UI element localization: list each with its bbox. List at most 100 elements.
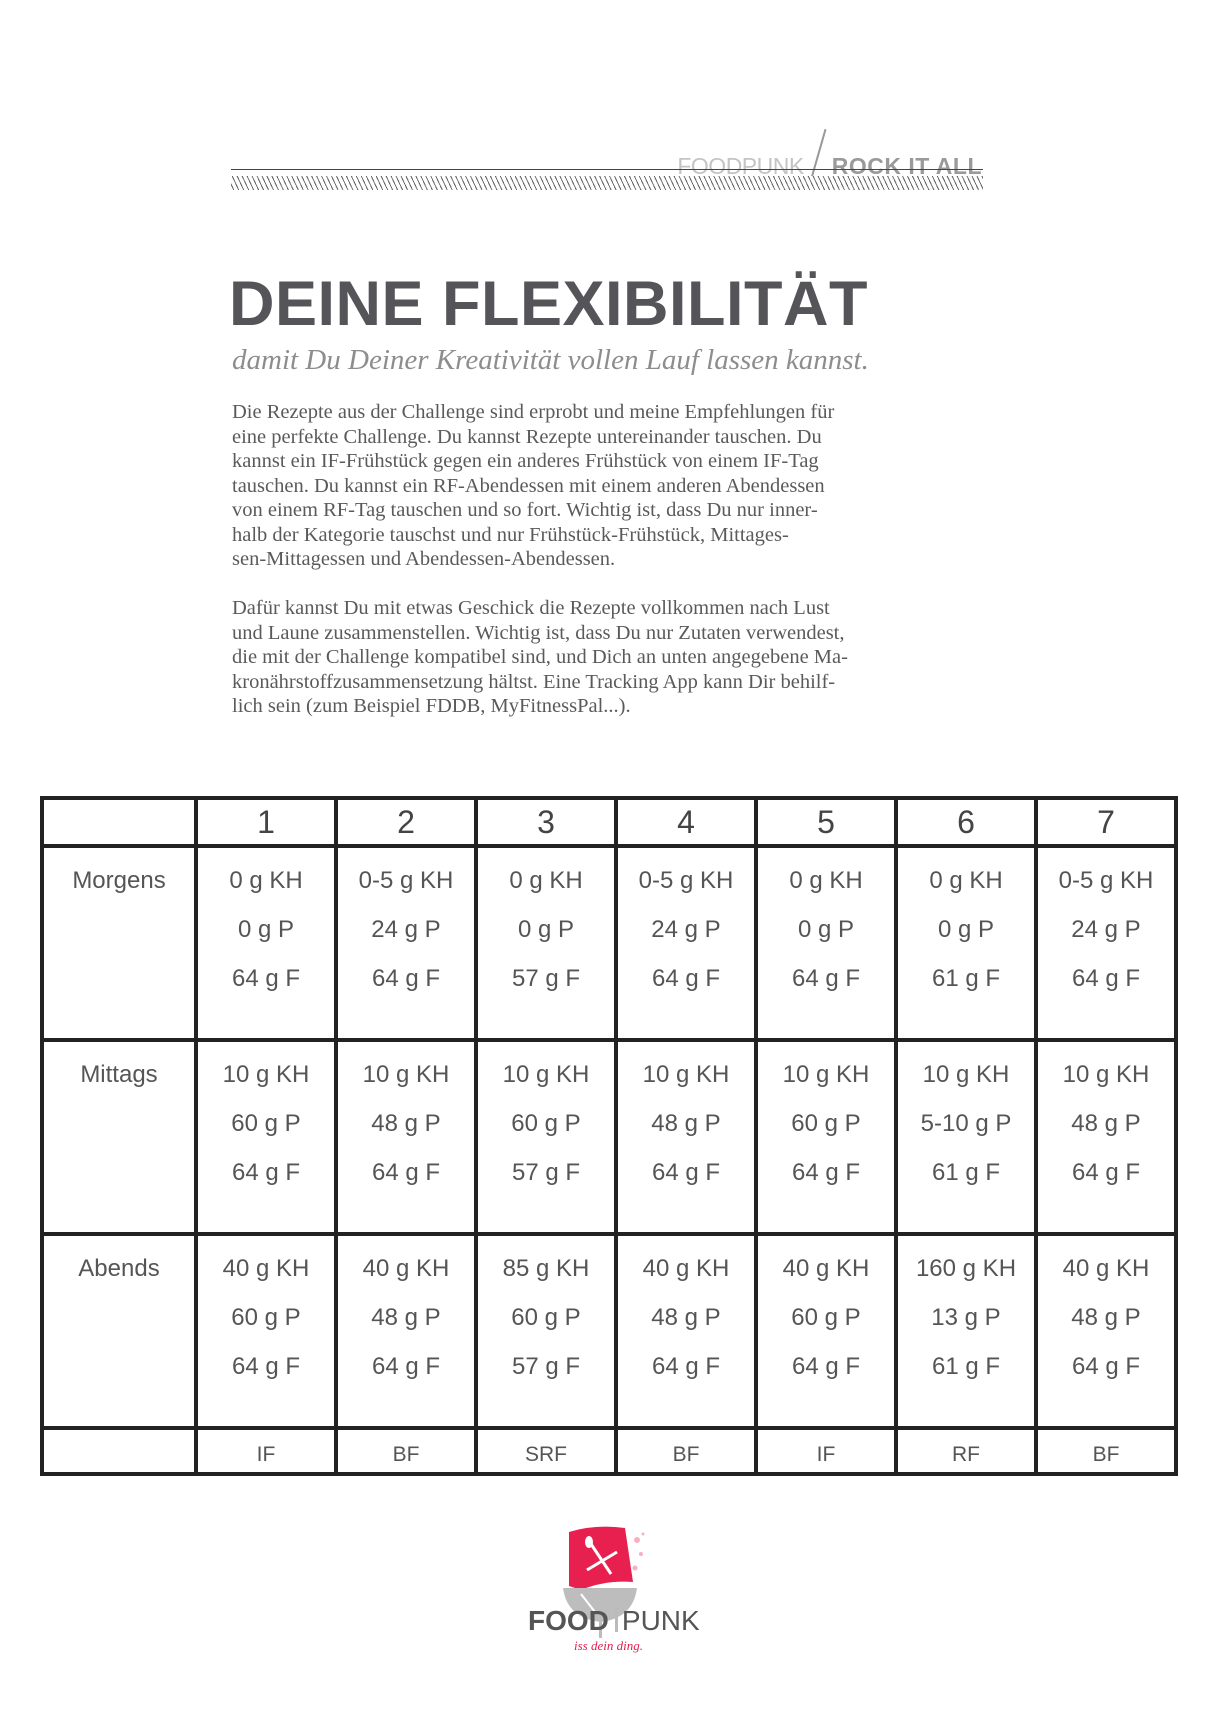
text-line: lich sein (zum Beispiel FDDB, MyFitnessP… xyxy=(232,695,631,717)
text-line: von einem RF-Tag tauschen und so fort. W… xyxy=(232,499,818,521)
macro-value: 48 g P xyxy=(1071,1110,1141,1137)
macro-cell: 10 g KH 48 g P 64 g F xyxy=(334,1038,478,1236)
day-header: 7 xyxy=(1034,796,1178,848)
macro-value: 60 g P xyxy=(231,1110,301,1137)
day-type: SRF xyxy=(474,1426,618,1476)
text-line: halb der Kategorie tauschst und nur Früh… xyxy=(232,523,789,546)
text-line: eine perfekte Challenge. Du kannst Rezep… xyxy=(232,425,822,448)
logo-slogan: iss dein ding. xyxy=(574,1638,643,1653)
macro-cell: 0 g KH 0 g P 61 g F xyxy=(894,844,1038,1042)
macro-cell: 10 g KH 5-10 g P 61 g F xyxy=(894,1038,1038,1236)
macro-value: 10 g KH xyxy=(222,1061,310,1088)
text-line: kannst ein IF-Frühstück gegen ein andere… xyxy=(232,450,819,472)
macro-value: 24 g P xyxy=(1071,916,1141,943)
header-tagline: ROCK IT ALL xyxy=(831,153,982,179)
macro-value: 64 g F xyxy=(1071,965,1141,992)
table-row: Abends 40 g KH 60 g P 64 g F 40 g KH 48 g P 64… xyxy=(40,1232,1178,1430)
meal-label-text: Mittags xyxy=(80,1061,158,1088)
day-header: 3 xyxy=(474,796,618,848)
macro-value: 60 g P xyxy=(791,1304,861,1331)
macro-cell: 160 g KH 13 g P 61 g F xyxy=(894,1232,1038,1430)
day-header: 6 xyxy=(894,796,1038,848)
macro-value: 0 g P xyxy=(797,916,855,943)
macro-value: 40 g KH xyxy=(782,1255,870,1282)
macro-value: 0 g KH xyxy=(789,867,863,894)
macro-value: 61 g F xyxy=(931,1353,1001,1380)
macro-cell: 85 g KH 60 g P 57 g F xyxy=(474,1232,618,1430)
macro-value: 10 g KH xyxy=(782,1061,870,1088)
header-rule xyxy=(231,169,983,170)
day-type: IF xyxy=(194,1426,338,1476)
table-type-row: IF BF SRF BF IF RF BF xyxy=(40,1426,1178,1476)
macro-value: 64 g F xyxy=(1071,1353,1141,1380)
paragraph-2: Dafür kannst Du mit etwas Geschick die R… xyxy=(232,596,992,719)
macro-cell: 0 g KH 0 g P 64 g F xyxy=(754,844,898,1042)
macro-value: 40 g KH xyxy=(1062,1255,1150,1282)
macro-value: 0-5 g KH xyxy=(638,867,734,894)
macro-cell: 40 g KH 60 g P 64 g F xyxy=(194,1232,338,1430)
macro-value: 64 g F xyxy=(651,1159,721,1186)
macro-value: 64 g F xyxy=(1071,1159,1141,1186)
macro-cell: 0-5 g KH 24 g P 64 g F xyxy=(614,844,758,1042)
page-header: FOODPUNK ROCK IT ALL xyxy=(677,118,982,190)
macro-value: 61 g F xyxy=(931,965,1001,992)
macro-value: 13 g P xyxy=(931,1304,1001,1331)
macro-value: 60 g P xyxy=(791,1110,861,1137)
text-line: sen-Mittagessen und Abendessen-Abendesse… xyxy=(232,548,616,570)
macro-cell: 40 g KH 48 g P 64 g F xyxy=(1034,1232,1178,1430)
macro-value: 64 g F xyxy=(371,1159,441,1186)
macro-value: 5-10 g P xyxy=(920,1110,1012,1137)
macro-cell: 10 g KH 48 g P 64 g F xyxy=(1034,1038,1178,1236)
macro-value: 64 g F xyxy=(231,1353,301,1380)
macro-value: 10 g KH xyxy=(1062,1061,1150,1088)
day-type: BF xyxy=(334,1426,478,1476)
macro-value: 0 g KH xyxy=(509,867,583,894)
macro-value: 57 g F xyxy=(511,1159,581,1186)
macro-value: 48 g P xyxy=(651,1110,721,1137)
page-title: DEINE FLEXIBILITÄT xyxy=(229,269,868,339)
macro-value: 48 g P xyxy=(1071,1304,1141,1331)
text-line: und Laune zusammenstellen. Wichtig ist, … xyxy=(232,621,845,644)
text-line: Die Rezepte aus der Challenge sind erpro… xyxy=(232,401,835,423)
macro-value: 48 g P xyxy=(371,1110,441,1137)
macro-value: 24 g P xyxy=(371,916,441,943)
macro-value: 0 g P xyxy=(237,916,295,943)
macro-value: 10 g KH xyxy=(642,1061,730,1088)
header-hatch xyxy=(231,176,983,190)
macro-value: 0 g KH xyxy=(229,867,303,894)
empty-cell xyxy=(40,1426,198,1476)
macro-value: 64 g F xyxy=(791,1159,861,1186)
day-type: BF xyxy=(614,1426,758,1476)
text-line: kronährstoffzusammensetzung hältst. Eine… xyxy=(232,670,836,693)
text-line: die mit der Challenge kompatibel sind, u… xyxy=(232,646,848,668)
macro-value: 10 g KH xyxy=(362,1061,450,1088)
macro-value: 64 g F xyxy=(371,1353,441,1380)
macro-value: 85 g KH xyxy=(502,1255,590,1282)
meal-label: Morgens xyxy=(40,844,198,1042)
macro-value: 40 g KH xyxy=(222,1255,310,1282)
macro-value: 64 g F xyxy=(231,1159,301,1186)
logo-wordmark: FOOD PUNK xyxy=(528,1605,700,1637)
text-line: Dafür kannst Du mit etwas Geschick die R… xyxy=(232,597,830,619)
macro-value: 61 g F xyxy=(931,1159,1001,1186)
macro-value: 10 g KH xyxy=(922,1061,1010,1088)
day-type: RF xyxy=(894,1426,1038,1476)
corner-cell xyxy=(40,796,198,848)
macro-table: 1 2 3 4 5 6 7 Morgens 0 g KH 0 g P 64 g F 0-5 g KH 2… xyxy=(40,796,1178,1476)
macro-value: 64 g F xyxy=(791,1353,861,1380)
meal-label-text: Morgens xyxy=(72,867,166,894)
macro-cell: 40 g KH 60 g P 64 g F xyxy=(754,1232,898,1430)
macro-value: 64 g F xyxy=(371,965,441,992)
day-type: IF xyxy=(754,1426,898,1476)
paragraph-1: Die Rezepte aus der Challenge sind erpro… xyxy=(232,400,992,572)
macro-value: 40 g KH xyxy=(642,1255,730,1282)
macro-cell: 10 g KH 60 g P 64 g F xyxy=(194,1038,338,1236)
macro-value: 48 g P xyxy=(371,1304,441,1331)
day-header: 4 xyxy=(614,796,758,848)
header-brand: FOODPUNK xyxy=(677,153,804,179)
macro-value: 64 g F xyxy=(651,1353,721,1380)
logo-word-food: FOOD xyxy=(528,1605,609,1636)
day-header: 1 xyxy=(194,796,338,848)
foodpunk-logo-icon xyxy=(563,1526,645,1638)
